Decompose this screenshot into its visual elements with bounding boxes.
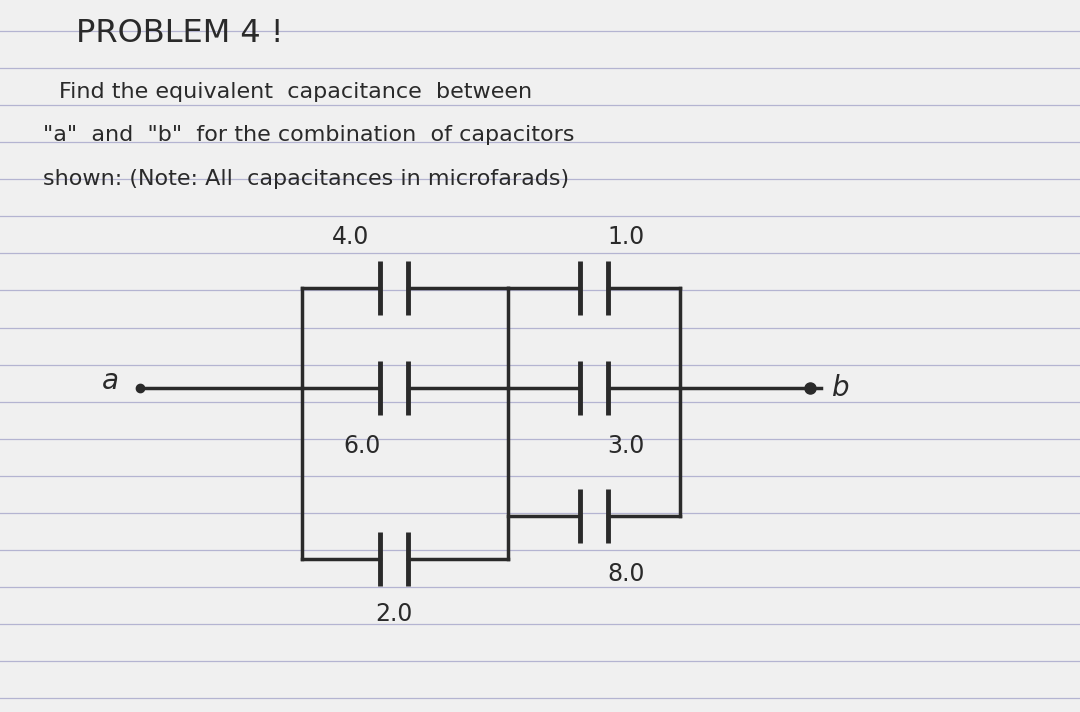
Text: 8.0: 8.0 [608, 562, 645, 587]
Text: 6.0: 6.0 [343, 434, 380, 459]
Text: b: b [832, 374, 849, 402]
Text: "a"  and  "b"  for the combination  of capacitors: "a" and "b" for the combination of capac… [43, 125, 575, 145]
Text: a: a [102, 367, 119, 395]
Text: 2.0: 2.0 [376, 602, 413, 626]
Text: 3.0: 3.0 [608, 434, 645, 459]
Text: 4.0: 4.0 [333, 225, 369, 249]
Text: Find the equivalent  capacitance  between: Find the equivalent capacitance between [59, 82, 532, 102]
Text: 1.0: 1.0 [608, 225, 645, 249]
Text: PROBLEM 4 !: PROBLEM 4 ! [76, 18, 283, 49]
Text: shown: (Note: All  capacitances in microfarads): shown: (Note: All capacitances in microf… [43, 169, 569, 189]
